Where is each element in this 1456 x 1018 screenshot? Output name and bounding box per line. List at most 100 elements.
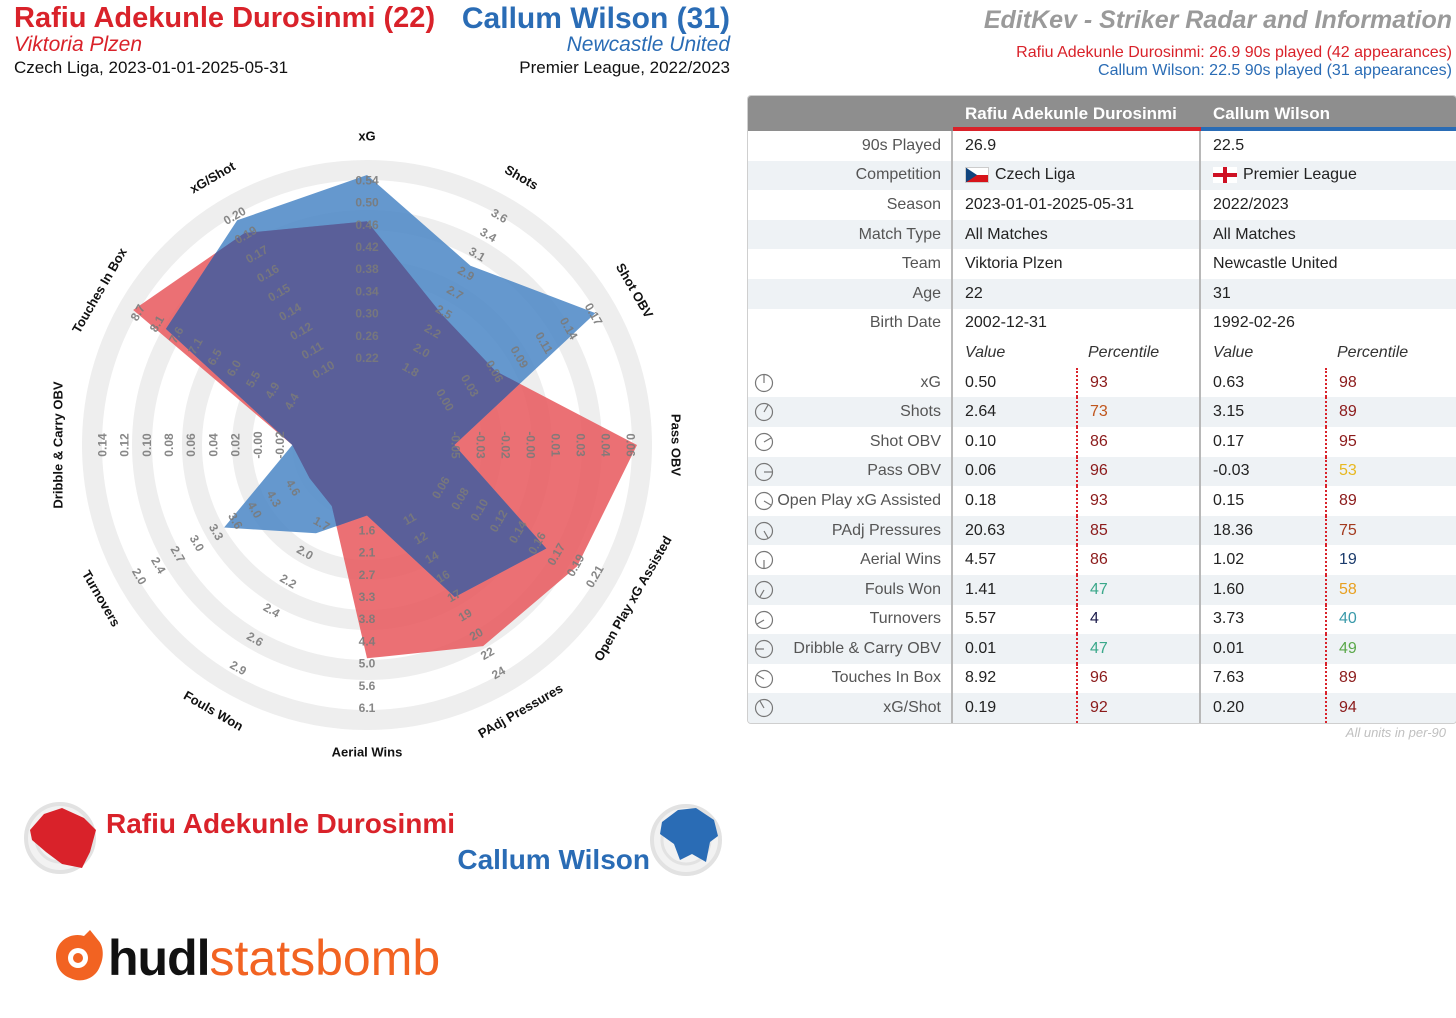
stat-value-player1: 0.18 [965,491,997,509]
stat-value-player2: 7.63 [1213,669,1245,687]
radar-tick-label: 0.06 [623,433,637,457]
radar-tick-label: -0.00 [523,431,537,459]
info-text: All Matches [965,225,1048,243]
info-row: Birth Date 2002-12-31 1992-02-26 [748,308,1456,339]
units-footnote: All units in per-90 [1345,725,1446,740]
info-value-player1: Viktoria Plzen [953,249,1201,279]
stat-label: xG/Shot [748,693,953,723]
stat-player1: 0.06 96 [953,456,1201,487]
radar-axis-label: Shots [502,162,541,193]
radar-tick-label: -0.05 [448,431,462,459]
radar-tick-label: -0.02 [273,431,287,459]
stat-label-text: Shots [900,403,941,421]
statsbomb-logo-icon [56,930,103,981]
stat-value-player2: 18.36 [1213,521,1254,539]
subheader-percentile-1: Percentile [1088,343,1160,361]
stat-row: xG/Shot 0.19 92 0.20 94 [748,693,1456,723]
stat-row: Shots 2.64 73 3.15 89 [748,397,1456,427]
stat-percentile-player1: 73 [1075,397,1199,427]
stat-label-text: Aerial Wins [860,551,941,569]
radar-chart: 0.220.260.300.340.380.420.460.500.541.82… [50,128,684,759]
stat-percentile-player2: 89 [1325,663,1456,694]
stat-label-text: Open Play xG Assisted [777,491,941,509]
stat-row: PAdj Pressures 20.63 85 18.36 75 [748,515,1456,546]
radar-tick-label: 6.1 [359,701,376,715]
logo-statsbomb: statsbomb [209,930,441,986]
stat-gauge-icon [754,492,774,511]
table-header-empty [748,96,953,131]
stat-percentile-player2: 89 [1325,397,1456,427]
stat-player1: 20.63 85 [953,515,1201,546]
stat-label-text: PAdj Pressures [831,521,941,539]
stat-value-player1: 1.41 [965,580,997,598]
subheader-player2: Value Percentile [1201,338,1456,368]
table-header-player2: Callum Wilson [1201,96,1456,131]
stat-value-player1: 20.63 [965,521,1006,539]
info-row: Competition Czech Liga Premier League [748,160,1456,191]
stat-player1: 5.57 4 [953,604,1201,635]
comparison-table: Rafiu Adekunle Durosinmi Callum Wilson 9… [747,95,1456,724]
info-label: Match Type [748,219,953,250]
radar-tick-label: -0.02 [498,431,512,459]
stat-value-player2: 0.01 [1213,639,1245,657]
info-text: 22 [965,284,983,302]
stat-label: Dribble & Carry OBV [748,634,953,664]
info-text: 1992-02-26 [1213,314,1295,332]
radar-tick-label: 2.1 [359,545,376,559]
info-value-player1: 26.9 [953,131,1201,161]
radar-tick-label: 0.50 [355,195,379,209]
stat-gauge-icon [754,403,774,422]
info-value-player2: 1992-02-26 [1201,309,1456,339]
info-row: Age 22 31 [748,278,1456,309]
stat-gauge-icon [754,580,774,600]
stat-value-player1: 0.01 [965,639,997,657]
stat-percentile-player1: 86 [1075,426,1199,457]
radar-tick-label: 0.06 [184,433,198,457]
stat-percentile-player1: 86 [1075,545,1199,575]
stat-player2: 0.15 89 [1201,486,1456,516]
stat-percentile-player2: 89 [1325,486,1456,516]
radar-tick-label: 16 [434,567,453,586]
player1-competition: Czech Liga, 2023-01-01-2025-05-31 [14,58,289,77]
radar-axis-label: Pass OBV [669,414,684,476]
stat-percentile-player2: 19 [1325,545,1456,575]
stat-gauge-icon [754,462,774,481]
radar-tick-label: 0.04 [598,433,612,457]
stat-value-player1: 0.06 [965,462,997,480]
radar-axis-label: xG [358,128,375,143]
stat-value-player2: 3.15 [1213,403,1245,421]
stat-row: Fouls Won 1.41 47 1.60 58 [748,574,1456,605]
stat-label-text: Turnovers [869,610,941,628]
stat-value-player1: 0.19 [965,699,997,717]
hudl-statsbomb-logo: hudlstatsbomb [108,928,440,988]
radar-axis-label: Dribble & Carry OBV [50,381,65,508]
stat-percentile-player1: 93 [1075,367,1199,398]
player2-team: Newcastle United [566,33,730,56]
info-value-player2: 22.5 [1201,131,1456,161]
radar-tick-label: 1.6 [359,523,376,537]
radar-tick-label: 0.34 [355,284,379,298]
subheader-player1: Value Percentile [953,338,1201,368]
radar-tick-label: 3.8 [359,612,376,626]
radar-tick-label: 12 [412,529,431,548]
radar-tick-label: 0.46 [355,218,379,232]
stat-value-player1: 8.92 [965,669,997,687]
stat-gauge-icon [754,521,774,540]
stat-label: PAdj Pressures [748,515,953,546]
info-label: Competition [748,160,953,191]
stat-rows: xG 0.50 93 0.63 98 Shots 2.64 73 3.15 89 Shot OBV 0… [748,367,1456,723]
stat-label: Shots [748,397,953,427]
stat-label-text: xG/Shot [883,699,941,717]
info-text: Premier League [1243,166,1357,184]
info-text: Newcastle United [1213,255,1338,273]
radar-tick-label: 5.0 [359,657,376,671]
stat-player2: 0.01 49 [1201,634,1456,664]
stat-player1: 2.64 73 [953,397,1201,427]
radar-tick-label: 0.42 [355,240,379,254]
stat-percentile-player2: 95 [1325,426,1456,457]
logo-hudl: hudl [108,930,211,986]
radar-tick-label: 0.03 [573,433,587,457]
stat-player1: 0.10 86 [953,426,1201,457]
stat-label-text: Touches In Box [831,669,941,687]
stat-percentile-player2: 98 [1325,367,1456,398]
